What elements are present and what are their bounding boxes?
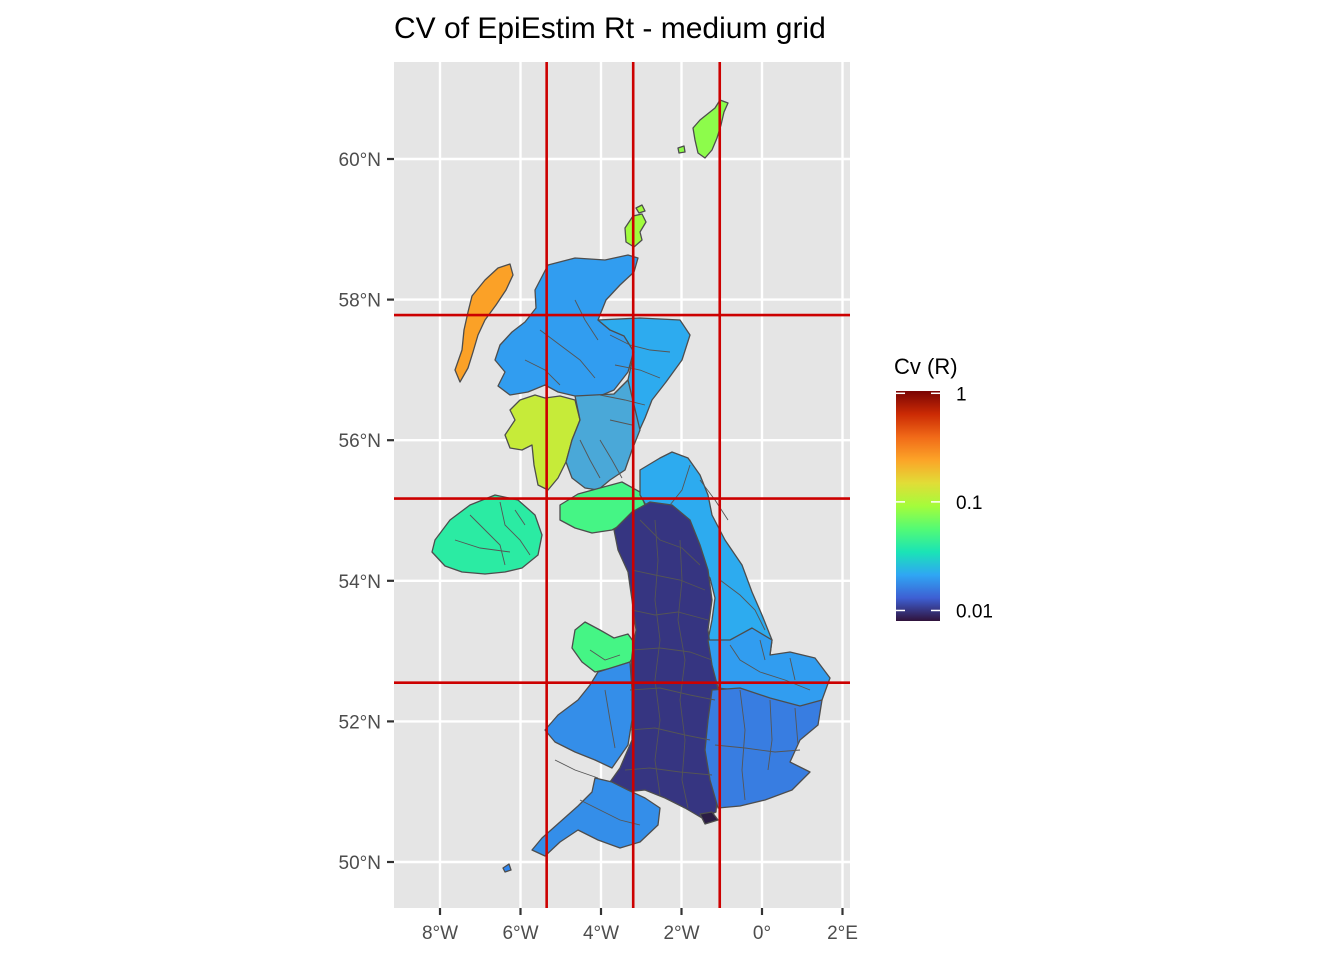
- x-tick-label: 0°: [753, 923, 771, 944]
- x-tick-label: 2°W: [663, 923, 699, 944]
- region-isle-of-wight: [699, 811, 719, 825]
- chart-title: CV of EpiEstim Rt - medium grid: [394, 12, 826, 45]
- legend-title: Cv (R): [894, 354, 958, 379]
- color-legend: Cv (R) 1 0.1 0.01: [894, 354, 993, 622]
- cutting-grid-lines: [394, 62, 850, 908]
- x-tick-label: 6°W: [502, 923, 538, 944]
- x-tick-label: 4°W: [583, 923, 619, 944]
- region-scilly: [502, 863, 512, 873]
- map-regions: [431, 99, 831, 873]
- legend-label: 0.1: [956, 493, 982, 514]
- legend-label: 0.01: [956, 601, 993, 622]
- y-tick-label: 58°N: [339, 291, 381, 312]
- region-south-east: [704, 687, 823, 809]
- y-tick-label: 56°N: [339, 431, 381, 452]
- x-tick-label: 2°E: [827, 923, 858, 944]
- region-south-west: [531, 777, 661, 857]
- x-tick-label: 8°W: [422, 923, 458, 944]
- y-tick-label: 60°N: [339, 150, 381, 171]
- district-boundaries: [454, 299, 811, 826]
- axis-ticks: 8°W 6°W 4°W 2°W 0° 2°E 60°N 58°N 56°N 54°N 52°N 50°…: [339, 150, 858, 944]
- region-scotland-central: [565, 379, 641, 491]
- legend-label: 1: [956, 384, 967, 405]
- region-orkney: [624, 204, 647, 248]
- y-tick-label: 54°N: [339, 572, 381, 593]
- y-tick-label: 50°N: [339, 853, 381, 874]
- region-northern-ireland: [431, 494, 543, 575]
- region-outer-hebrides: [454, 263, 514, 383]
- legend-colorbar: [896, 391, 940, 621]
- y-tick-label: 52°N: [339, 712, 381, 733]
